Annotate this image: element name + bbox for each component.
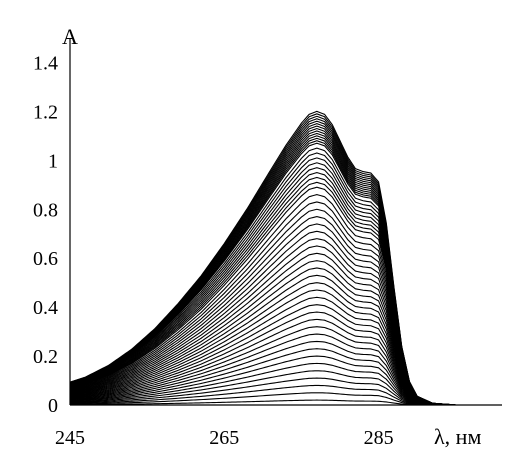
y-axis-title: A	[62, 24, 78, 49]
y-tick-label: 0.2	[33, 346, 58, 368]
y-tick-label: 1.4	[33, 52, 58, 74]
x-tick-label: 265	[209, 427, 239, 449]
spectrum-curve-6	[69, 362, 502, 406]
y-tick-label: 0.6	[33, 248, 58, 270]
x-axis-title: λ, нм	[434, 424, 481, 449]
x-tick-label: 245	[55, 427, 85, 449]
spectra-curves	[69, 110, 502, 406]
y-tick-label: 1.2	[33, 101, 58, 123]
x-tick-label: 285	[364, 427, 394, 449]
y-tick-label: 0.4	[33, 297, 58, 319]
y-tick-label: 0.8	[33, 199, 58, 221]
y-tick-labels: 0 0.2 0.4 0.6 0.8 1 1.2 1.4	[33, 52, 58, 417]
y-tick-label: 1	[48, 150, 58, 172]
spectrum-curve-52	[69, 110, 502, 406]
x-tick-labels: 245 265 285	[55, 427, 394, 449]
y-tick-label: 0	[48, 395, 58, 417]
